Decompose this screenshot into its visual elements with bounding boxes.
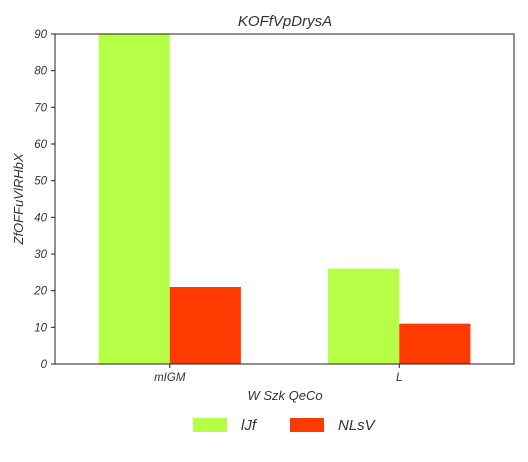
x-axis-label: W Szk QeCo (247, 388, 322, 403)
bar-lJf-mIGM (98, 34, 170, 364)
legend-label-lJf: lJf (241, 417, 258, 434)
y-tick-label: 30 (34, 249, 47, 261)
plot-area: 0 10 20 30 40 50 60 70 80 90 mIGM L (33, 29, 471, 384)
y-tick-label: 90 (34, 29, 47, 41)
y-tick-label: 20 (33, 286, 47, 298)
legend-label-NLsV: NLsV (338, 417, 377, 434)
x-tick-label: L (396, 372, 402, 384)
y-tick-label: 60 (34, 139, 47, 151)
bar-NLsV-L (399, 323, 471, 364)
y-tick-label: 80 (34, 66, 47, 78)
legend-swatch-NLsV (290, 418, 324, 432)
legend: lJf NLsV (193, 417, 377, 434)
plot-frame (54, 33, 515, 365)
bar-NLsV-mIGM (169, 287, 241, 364)
y-tick-label: 0 (41, 359, 48, 371)
y-tick-label: 70 (34, 102, 47, 114)
y-tick-label: 10 (34, 322, 47, 334)
y-axis-label: ZfOFFuVlRHbX (11, 152, 26, 245)
chart-title: KOFfVpDrysA (238, 13, 332, 30)
x-tick-label: mIGM (154, 372, 186, 384)
legend-swatch-lJf (193, 418, 227, 432)
y-tick-label: 40 (34, 212, 47, 224)
bar-lJf-L (328, 268, 400, 364)
y-tick-label: 50 (34, 176, 47, 188)
